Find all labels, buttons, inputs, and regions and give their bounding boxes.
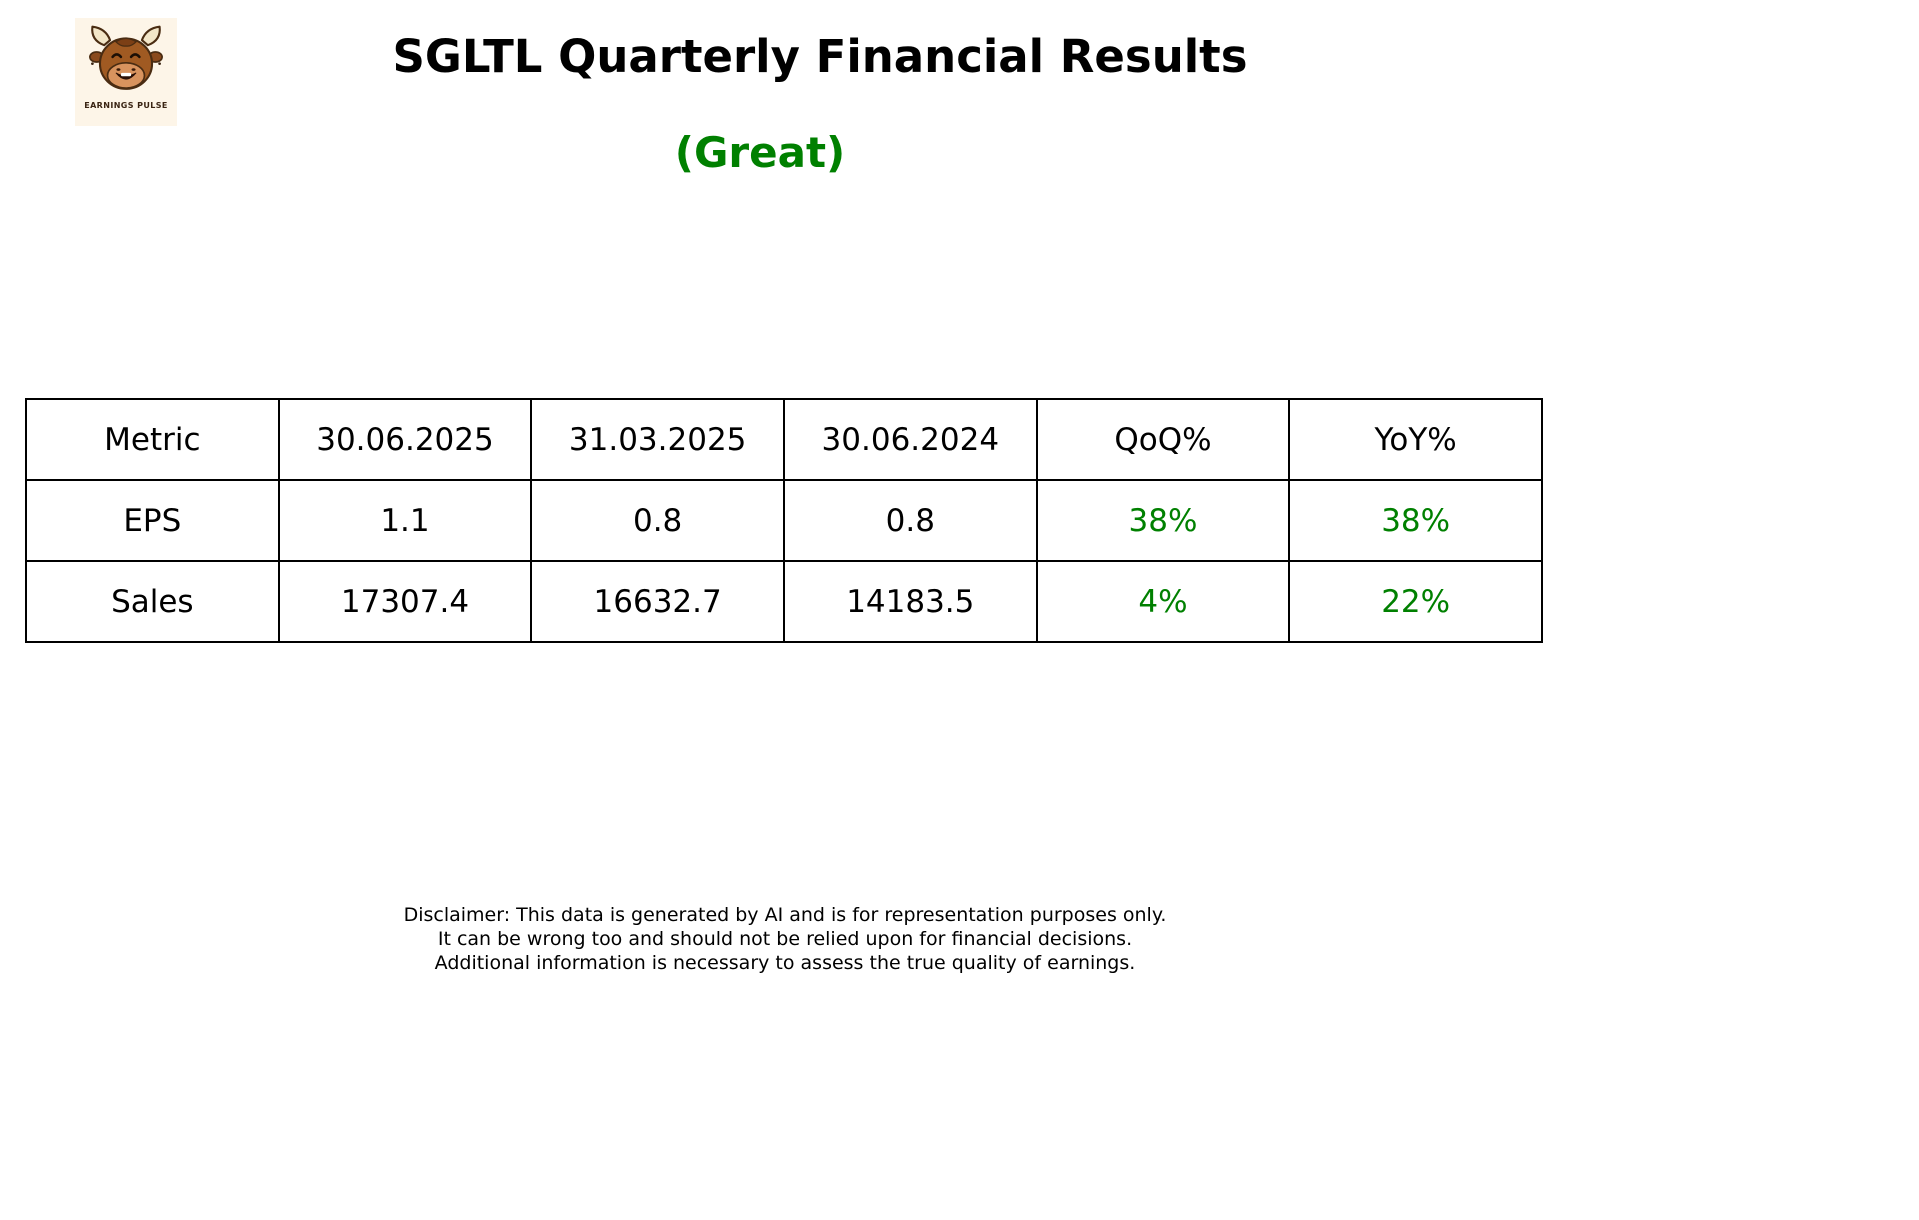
disclaimer-line-3: Additional information is necessary to a… [434,952,1136,975]
value-cell: 14183.5 [782,560,1038,643]
header-cell-yoy: YoY% [1288,398,1543,481]
bull-logo-icon [82,20,170,104]
results-table: Metric 30.06.2025 31.03.2025 30.06.2024 … [25,398,1543,643]
header-cell-q-previous: 31.03.2025 [530,398,785,481]
disclaimer: Disclaimer: This data is generated by AI… [0,903,1570,975]
header-cell-qoq: QoQ% [1035,398,1291,481]
page-title: SGLTL Quarterly Financial Results [392,30,1248,83]
value-cell: 0.8 [530,479,785,562]
yoy-cell: 38% [1288,479,1543,562]
value-cell: 16632.7 [530,560,785,643]
header-cell-metric: Metric [25,398,280,481]
header-cell-q-yearago: 30.06.2024 [782,398,1038,481]
metric-cell: Sales [25,560,280,643]
value-cell: 17307.4 [277,560,533,643]
yoy-cell: 22% [1288,560,1543,643]
qoq-cell: 4% [1035,560,1291,643]
qoq-cell: 38% [1035,479,1291,562]
logo-brand-text: EARNINGS PULSE [84,101,168,110]
earnings-pulse-logo: EARNINGS PULSE [75,18,177,126]
table-row-eps: EPS 1.1 0.8 0.8 38% 38% [25,479,1543,562]
verdict-subtitle: (Great) [674,128,846,177]
metric-cell: EPS [25,479,280,562]
table-header-row: Metric 30.06.2025 31.03.2025 30.06.2024 … [25,398,1543,481]
value-cell: 1.1 [277,479,533,562]
value-cell: 0.8 [782,479,1038,562]
disclaimer-line-1: Disclaimer: This data is generated by AI… [403,904,1167,926]
table-row-sales: Sales 17307.4 16632.7 14183.5 4% 22% [25,560,1543,643]
disclaimer-line-2: It can be wrong too and should not be re… [437,928,1133,951]
header-cell-q-current: 30.06.2025 [277,398,533,481]
